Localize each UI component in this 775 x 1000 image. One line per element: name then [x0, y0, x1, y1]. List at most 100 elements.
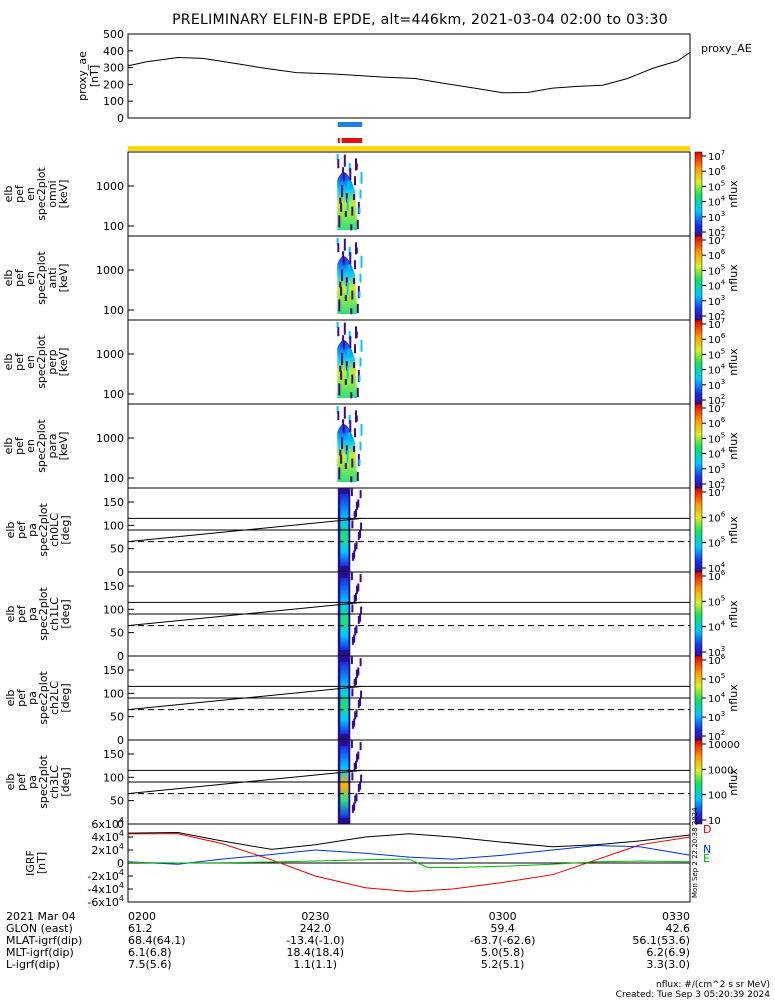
- flux-speckle: [349, 420, 352, 433]
- ytick-label: 50: [110, 543, 124, 556]
- bar-blue: [337, 122, 363, 127]
- pa-speckle: [350, 656, 353, 664]
- mag-series-e: [127, 858, 691, 868]
- flux-speckle: [338, 467, 341, 480]
- pa-speckle: [355, 793, 358, 802]
- pa-speckle: [357, 531, 360, 540]
- flux-speckle: [344, 295, 347, 301]
- footer-value: 0300: [489, 910, 517, 923]
- ytick-label: 1000: [96, 348, 124, 361]
- colorbar: [694, 655, 703, 741]
- footer-value: 68.4(64.1): [128, 934, 186, 947]
- pa-speckle: [355, 541, 358, 550]
- colorbar-label: nflux: [727, 432, 740, 460]
- pa-speckle: [359, 697, 362, 706]
- flux-speckle: [344, 379, 347, 385]
- flux-speckle: [353, 278, 355, 284]
- ephemeris-footer: 2021 Mar 04 0200 0230 0300 0330 GLON (east) 61…: [6, 910, 770, 1000]
- colorbar-tick-label: 103: [708, 294, 725, 308]
- mag-ytick-label: 0: [117, 857, 124, 870]
- colorbar-tick-label: 100: [708, 791, 727, 802]
- flux-speckle: [350, 308, 353, 315]
- flux-speckle: [347, 348, 350, 355]
- pa-speckle: [350, 488, 353, 496]
- created-note: Created: Tue Sep 3 05:20:39 2024: [616, 990, 771, 1000]
- footer-value: 6.1(6.8): [128, 946, 172, 959]
- flux-speckle: [344, 211, 347, 217]
- ytick-label: 100: [103, 304, 124, 317]
- pa-speckle: [357, 499, 360, 508]
- flux-speckle: [356, 219, 359, 229]
- flux-speckle: [338, 215, 341, 228]
- flux-speckle: [353, 362, 355, 368]
- ytick-label: 1000: [96, 432, 124, 445]
- panel-frame: [127, 151, 691, 237]
- colorbar-tick-label: 106: [708, 164, 726, 178]
- colorbar-tick-label: 106: [708, 569, 726, 583]
- ytick-label: 1000: [96, 180, 124, 193]
- ae-ytick-label: 400: [103, 45, 124, 58]
- flux-speckle: [336, 154, 339, 160]
- flux-speckle: [340, 286, 343, 296]
- flux-speckle: [358, 375, 361, 382]
- colorbar-label: nflux: [727, 768, 740, 796]
- panel-omni: elbpefenspec2plotomni[keV] nflux 102103104…: [2, 149, 740, 239]
- footer-value: 56.1(53.6): [632, 934, 690, 947]
- ae-ytick-label: 200: [103, 78, 124, 91]
- ytick-label: 100: [103, 472, 124, 485]
- panel-ylabel: elbpefpaspec2plotch2LC[deg]: [4, 671, 72, 725]
- legend-e: E: [703, 852, 710, 865]
- flux-speckle: [356, 471, 359, 481]
- mag-ytick-label: 4x104: [91, 829, 124, 844]
- colorbar: [694, 151, 703, 237]
- panel-ch3LC: elbpefpaspec2plotch3LC[deg] nflux 10 100 100…: [4, 739, 740, 831]
- footer-row-label: MLT-igrf(dip): [6, 946, 74, 959]
- flux-speckle: [343, 322, 346, 335]
- colorbar-tick-label: 103: [708, 210, 725, 224]
- pa-speckle: [353, 634, 356, 643]
- science-zone-bars: [128, 122, 690, 151]
- ytick-label: 0: [117, 566, 124, 579]
- footer-row-label: MLAT-igrf(dip): [6, 934, 82, 947]
- pa-speckle: [355, 508, 357, 517]
- ytick-label: 50: [110, 795, 124, 808]
- pa-speckle: [354, 627, 357, 636]
- pa-speckle: [354, 711, 357, 720]
- footer-value: 7.5(5.6): [128, 958, 172, 971]
- pa-speckle: [354, 543, 357, 552]
- ytick-label: 150: [103, 580, 124, 593]
- footer-value: 5.2(5.1): [481, 958, 525, 971]
- pa-speckle: [357, 583, 360, 592]
- flux-speckle: [346, 198, 349, 211]
- flux-speckle: [346, 282, 349, 295]
- flux-speckle: [346, 450, 349, 463]
- colorbar-tick-label: 105: [708, 536, 725, 550]
- pa-speckle: [351, 604, 354, 613]
- footer-value: 18.4(18.4): [287, 946, 345, 959]
- flux-speckle: [339, 281, 342, 288]
- flux-speckle: [343, 406, 346, 419]
- mag-ytick-label: -2x104: [87, 868, 124, 883]
- pa-speckle: [360, 690, 363, 699]
- flux-speckle: [360, 339, 363, 352]
- panel-ylabel: elbpefpaspec2plotch1LC[deg]: [4, 587, 72, 641]
- flux-speckle: [350, 476, 353, 483]
- colorbar-label: nflux: [727, 264, 740, 292]
- pa-speckle: [355, 760, 357, 769]
- pa-speckle: [354, 795, 357, 804]
- ytick-label: 100: [103, 687, 124, 700]
- pa-speckle: [357, 699, 360, 708]
- pa-speckle: [350, 740, 353, 748]
- legend-n: N: [703, 843, 711, 856]
- flux-speckle: [354, 260, 356, 270]
- colorbar-tick-label: 102: [708, 393, 725, 407]
- ytick-label: 50: [110, 627, 124, 640]
- footer-row-label: 2021 Mar 04: [6, 910, 76, 923]
- mag-side-note: Mon Sep 2 22:20:38 2024: [691, 807, 699, 898]
- bar-yellow: [128, 146, 690, 151]
- ae-ylabel: proxy_ae[nT]: [76, 51, 101, 101]
- flux-speckle: [342, 424, 345, 434]
- pa-speckle: [351, 720, 354, 729]
- panel-anti: elbpefenspec2plotanti[keV] nflux 102103104…: [2, 233, 740, 323]
